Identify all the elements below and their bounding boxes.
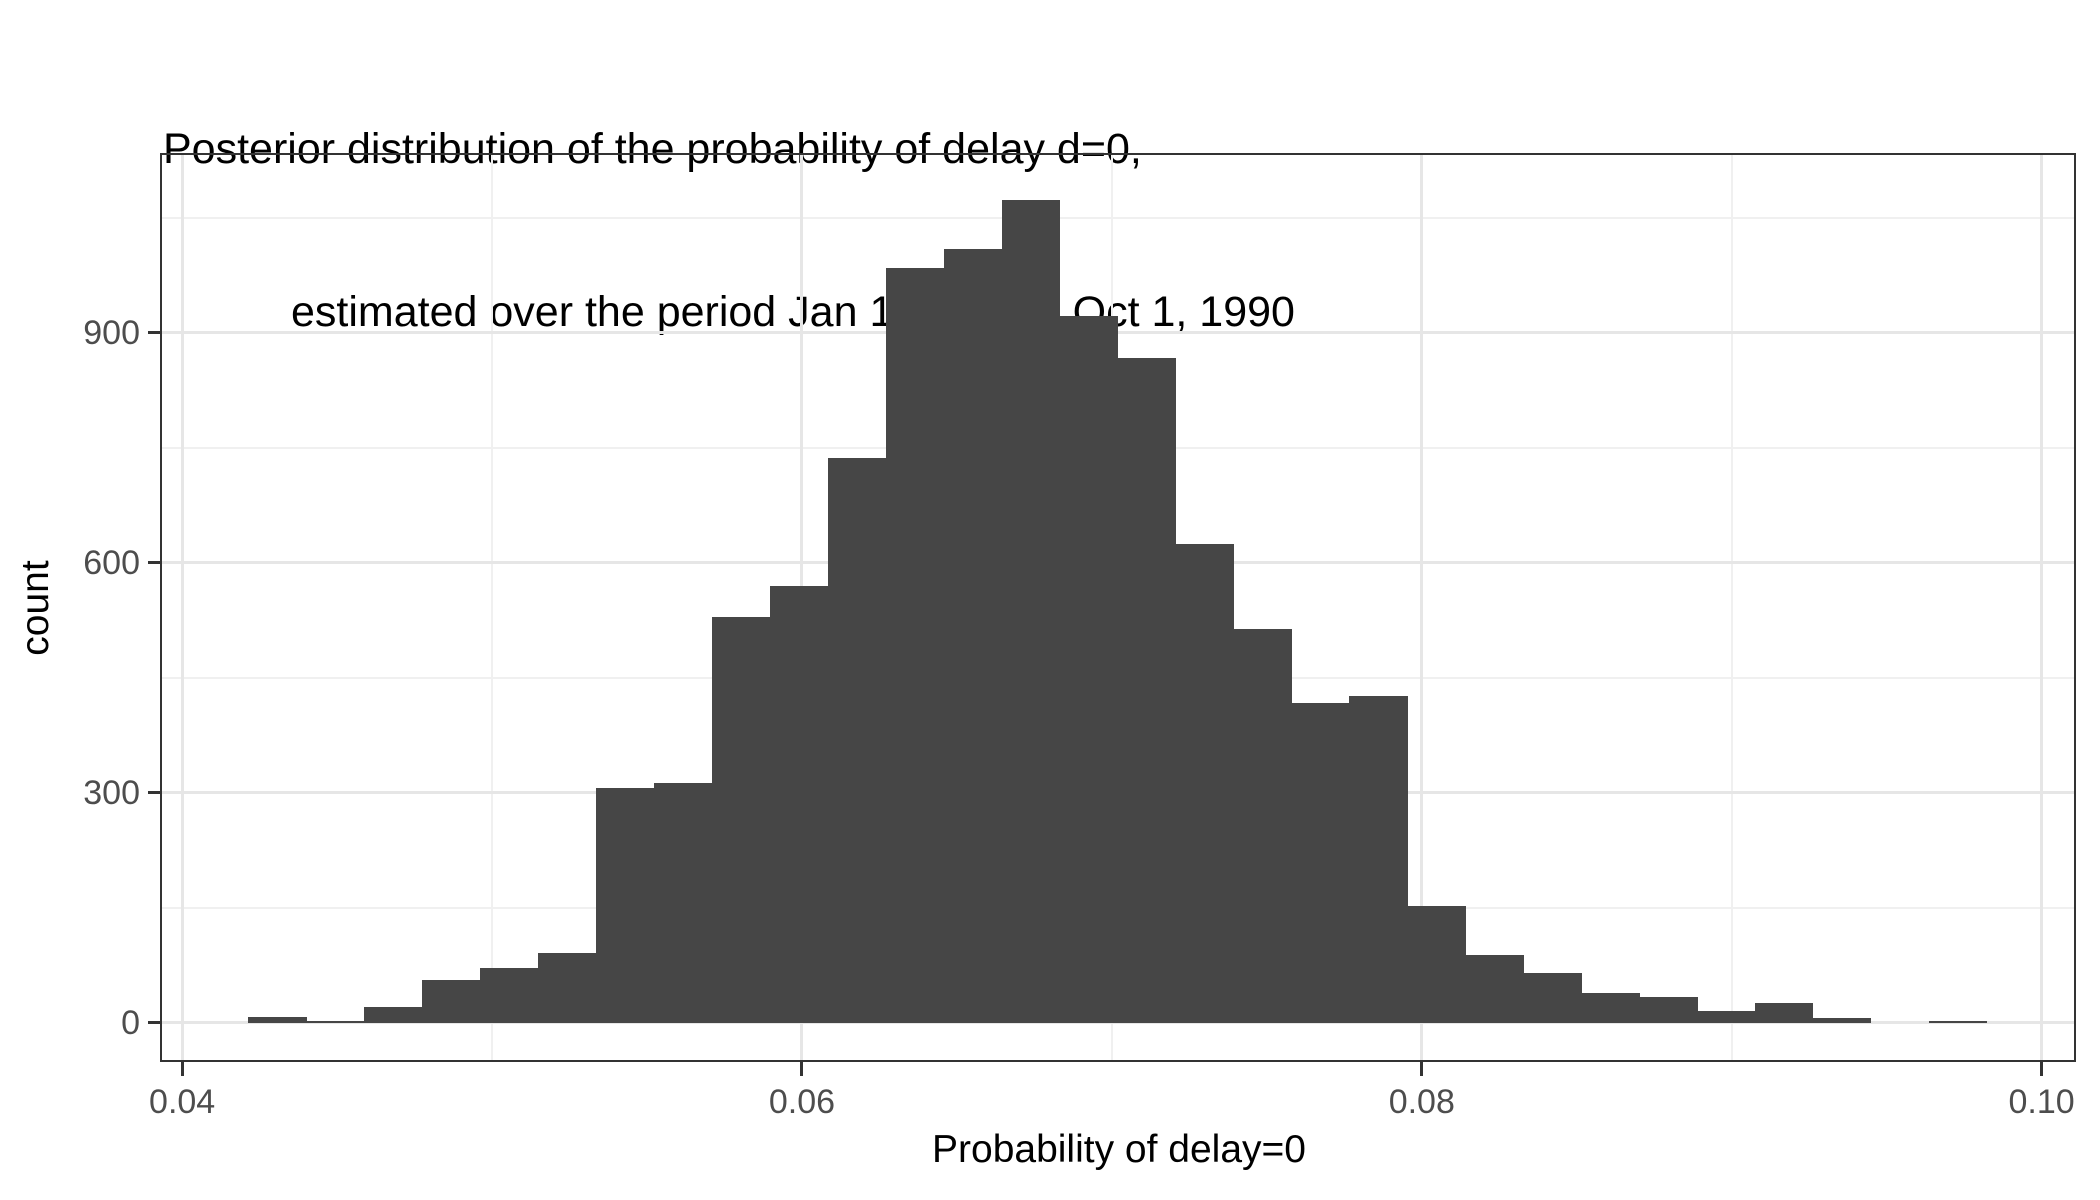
histogram-bar-6 [595, 787, 655, 1024]
histogram-bar-5 [537, 953, 597, 1024]
y-tick-0 [148, 1021, 162, 1025]
x-tick-label-0.10: 0.10 [2008, 1083, 2075, 1121]
histogram-bar-17 [1233, 628, 1292, 1024]
x-tick-0.04 [180, 1062, 184, 1076]
chart-title: Posterior distribution of the probabilit… [163, 14, 1295, 447]
histogram-bar-13 [1001, 200, 1061, 1024]
histogram-bar-4 [479, 967, 539, 1024]
histogram-bar-23 [1581, 992, 1640, 1024]
histogram-bar-9 [769, 585, 829, 1024]
x-tick-0.06 [800, 1062, 804, 1076]
x-tick-label-0.06: 0.06 [768, 1083, 836, 1121]
histogram-bar-22 [1523, 973, 1582, 1024]
histogram-bar-2 [364, 1006, 423, 1024]
x-tick-0.08 [1420, 1062, 1424, 1076]
y-tick-label-900: 900 [83, 313, 140, 352]
x-axis-title: Probability of delay=0 [932, 1128, 1306, 1171]
histogram-bar-3 [422, 979, 481, 1024]
histogram-bar-8 [711, 617, 771, 1024]
gridline-x-minor-0.09 [1730, 155, 1733, 1062]
histogram-bar-0 [248, 1016, 307, 1024]
y-axis-title: count [14, 560, 57, 656]
histogram-bar-11 [885, 267, 945, 1024]
gridline-x-minor-0.05 [491, 155, 494, 1062]
y-tick-600 [148, 561, 162, 565]
y-tick-label-600: 600 [83, 543, 140, 582]
chart-title-line1: Posterior distribution of the probabilit… [163, 125, 1142, 174]
gridline-x-major-0.1 [2040, 155, 2044, 1062]
histogram-bar-25 [1696, 1010, 1756, 1024]
histogram-bar-1 [306, 1021, 365, 1024]
histogram-bar-19 [1349, 695, 1408, 1024]
histogram-bar-7 [653, 782, 713, 1024]
histogram-bar-16 [1175, 543, 1234, 1024]
gridline-y-major-900 [162, 331, 2076, 335]
histogram-bar-18 [1291, 703, 1350, 1024]
y-tick-label-0: 0 [121, 1003, 140, 1042]
gridline-x-major-0.08 [1420, 155, 1424, 1062]
x-tick-0.10 [2040, 1062, 2044, 1076]
x-tick-label-0.08: 0.08 [1388, 1083, 1455, 1121]
histogram-bar-27 [1812, 1017, 1872, 1024]
histogram-bar-24 [1639, 996, 1698, 1024]
histogram-bar-29 [1928, 1020, 1988, 1024]
histogram-bar-10 [827, 457, 887, 1024]
histogram-bar-12 [943, 248, 1003, 1024]
histogram-bar-21 [1465, 954, 1524, 1024]
histogram-bar-14 [1059, 316, 1119, 1024]
y-tick-900 [148, 331, 162, 335]
x-tick-label-0.04: 0.04 [149, 1083, 216, 1121]
y-tick-label-300: 300 [83, 773, 140, 812]
histogram-bar-20 [1407, 906, 1466, 1024]
gridline-x-major-0.04 [180, 155, 184, 1062]
y-tick-300 [148, 791, 162, 795]
gridline-y-minor-1050 [162, 216, 2076, 219]
histogram-bar-15 [1117, 358, 1176, 1024]
histogram-bar-26 [1754, 1002, 1814, 1024]
